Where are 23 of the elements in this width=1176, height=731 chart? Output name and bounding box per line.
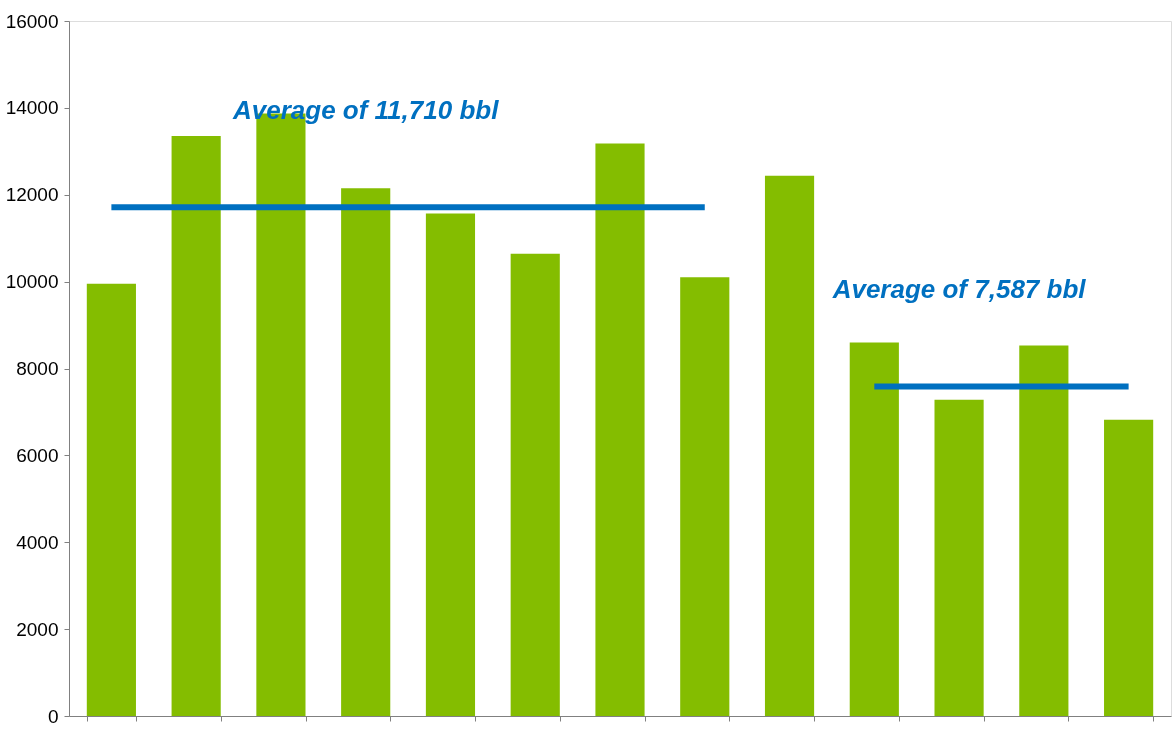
annotation: Average of 7,587 bbl [831,274,1087,305]
annotation: Average of 11,710 bbl [231,95,500,126]
y-tick-label: 14000 [5,97,59,119]
y-tick-label: 0 [47,705,59,727]
y-tick-label: 6000 [16,444,59,466]
bar [86,283,136,716]
bar [680,277,730,716]
y-tick-label: 8000 [16,358,59,379]
y-tick-label: 12000 [5,184,59,206]
y-tick-label: 10000 [5,271,59,293]
bar [764,175,815,716]
bar [1019,345,1069,716]
bar [171,136,221,716]
bar [1104,419,1154,716]
bar [934,399,984,716]
y-tick-label: 4000 [16,531,59,553]
bar [425,213,476,716]
bar [595,143,645,716]
bar [849,342,899,716]
bar [510,253,560,716]
y-tick-label: 2000 [16,618,59,640]
bar [341,188,391,716]
y-tick-label: 16000 [5,10,59,32]
